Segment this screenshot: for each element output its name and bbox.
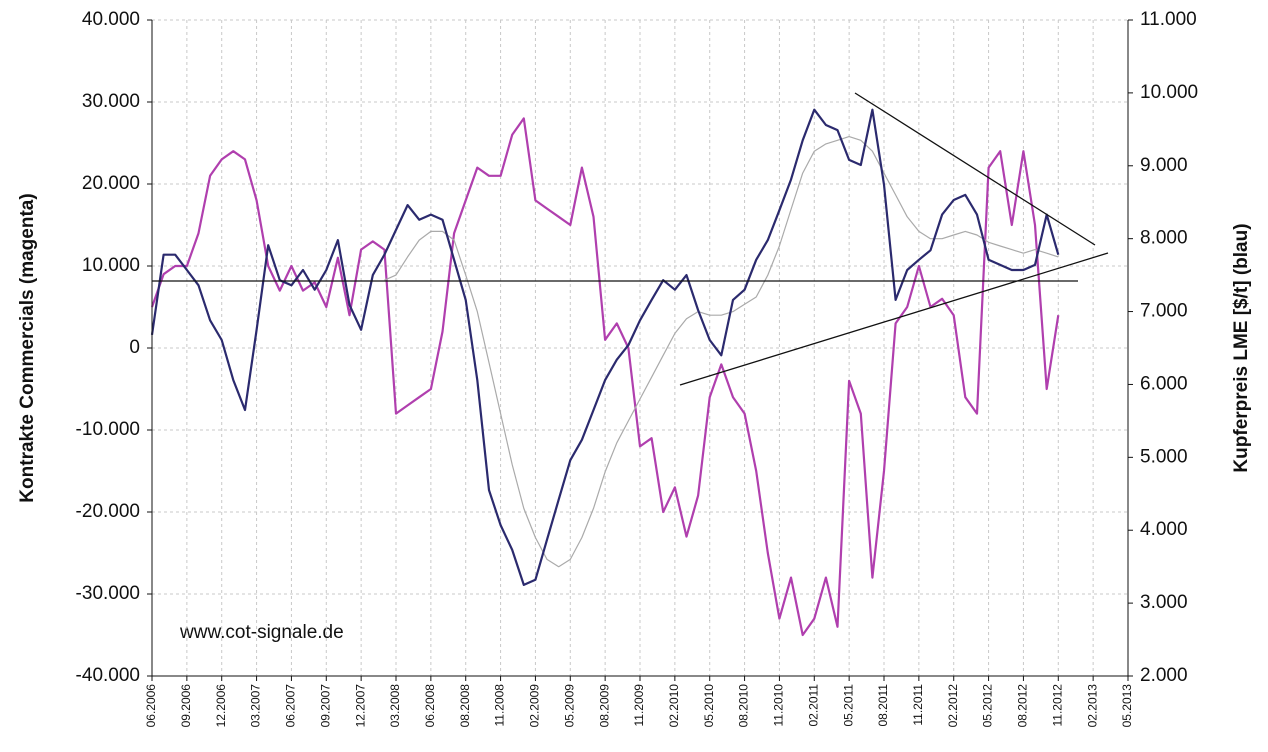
- x-tick-label: 11.2010: [772, 684, 786, 727]
- trend-line: [854, 92, 1096, 246]
- x-tick-label: 03.2007: [249, 684, 263, 728]
- y-tick-label: -10.000: [76, 419, 140, 440]
- x-tick-label: 08.2009: [597, 684, 611, 728]
- x-tick-label: 02.2012: [946, 684, 960, 728]
- annotation: www.cot-signale.de: [179, 622, 344, 643]
- y2-tick-label: 2.000: [1140, 665, 1188, 686]
- y-tick-label: 10.000: [82, 255, 140, 276]
- x-tick-label: 11.2012: [1050, 684, 1064, 727]
- y2-tick-label: 3.000: [1140, 592, 1188, 613]
- x-tick-label: 12.2006: [214, 684, 228, 728]
- y-tick-label: 40.000: [82, 9, 140, 30]
- y2-tick-label: 6.000: [1140, 373, 1188, 394]
- series-line: [150, 108, 1060, 586]
- plot: [150, 19, 1129, 677]
- x-tick-label: 12.2007: [353, 684, 367, 728]
- y2-axis-title: Kupferpreis LME [$/t] (blau): [1231, 223, 1252, 472]
- x-tick-label: 05.2010: [702, 684, 716, 728]
- y-tick-label: 20.000: [82, 173, 140, 194]
- trend-line: [679, 252, 1109, 386]
- x-tick-label: 02.2009: [528, 684, 542, 728]
- x-tick-label: 06.2007: [284, 684, 298, 728]
- y-tick-label: 0: [129, 337, 140, 358]
- x-tick-label: 08.2011: [876, 684, 890, 727]
- x-tick-label: 11.2009: [632, 684, 646, 727]
- y2-tick-label: 7.000: [1140, 301, 1188, 322]
- y2-tick-label: 4.000: [1140, 519, 1188, 540]
- x-tick-label: 06.2008: [423, 684, 437, 728]
- y-axis-title: Kontrakte Commercials (magenta): [17, 193, 38, 502]
- y2-tick-label: 9.000: [1140, 155, 1188, 176]
- series-line: [150, 117, 1060, 637]
- y-tick-label: -40.000: [76, 665, 140, 686]
- y2-tick-label: 8.000: [1140, 228, 1188, 249]
- x-tick-label: 11.2008: [493, 684, 507, 727]
- x-tick-label: 03.2008: [388, 684, 402, 728]
- y2-tick-label: 5.000: [1140, 446, 1188, 467]
- series-line: [384, 136, 1059, 568]
- x-tick-label: 08.2012: [1016, 684, 1030, 728]
- y-tick-label: -20.000: [76, 501, 140, 522]
- x-tick-label: 11.2011: [911, 684, 925, 726]
- x-tick-label: 05.2009: [562, 684, 576, 728]
- x-tick-label: 02.2010: [667, 684, 681, 728]
- y-tick-label: -30.000: [76, 583, 140, 604]
- x-tick-label: 06.2006: [144, 684, 158, 728]
- y2-tick-label: 11.000: [1140, 9, 1197, 30]
- x-tick-label: 02.2011: [806, 684, 820, 727]
- x-tick-label: 05.2011: [841, 684, 855, 727]
- x-tick-label: 08.2008: [458, 684, 472, 728]
- x-tick-label: 09.2007: [318, 684, 332, 728]
- y2-tick-label: 10.000: [1140, 82, 1198, 103]
- x-tick-label: 05.2013: [1120, 684, 1134, 728]
- x-tick-label: 02.2013: [1085, 684, 1099, 728]
- x-tick-label: 09.2006: [179, 684, 193, 728]
- x-tick-label: 05.2012: [981, 684, 995, 728]
- y-tick-label: 30.000: [82, 91, 140, 112]
- x-tick-label: 08.2010: [737, 684, 751, 728]
